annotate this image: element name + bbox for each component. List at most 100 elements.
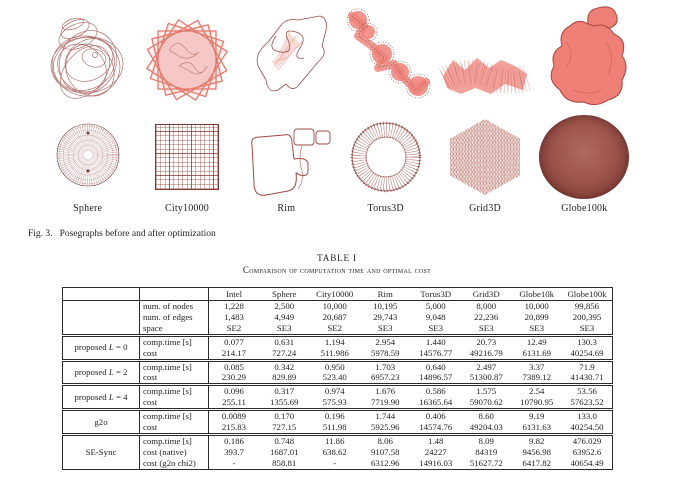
value-cell: 214.17 <box>221 347 247 358</box>
value-cell: 523.40 <box>322 372 347 383</box>
figure-column-sphere: Sphere <box>38 2 137 214</box>
method-label: g2o <box>62 408 140 435</box>
value-cell: 7719.90 <box>370 397 400 408</box>
value-cell: 6312.96 <box>370 457 400 468</box>
value-cell: 5,000 <box>425 301 446 311</box>
value-cell: 9.82 <box>511 432 562 447</box>
torus3d-optimized-graph <box>350 121 421 193</box>
method-label: proposed L = 0 <box>62 333 140 361</box>
city10000-initial-graph <box>145 18 228 102</box>
value-cell: 1687.01 <box>269 446 299 457</box>
value-cell: 200,395 <box>572 311 602 322</box>
value-cell: 0.085 <box>208 358 259 373</box>
table-subtitle: Comparison of computation time and optim… <box>242 265 432 275</box>
grid3d-optimized-figure <box>437 114 533 200</box>
row-label: cost <box>139 372 209 385</box>
value-cell: 255.11 <box>222 397 246 408</box>
value-cell: 14896.57 <box>419 372 453 383</box>
grid3d-initial-figure <box>437 2 533 114</box>
value-cell: 2,500 <box>274 301 295 311</box>
row-label: cost (native) <box>139 446 209 458</box>
figure-column-torus3d: Torus3D <box>336 2 435 214</box>
value-cell: - <box>232 457 236 468</box>
value-cell: 1.440 <box>410 333 461 348</box>
value-cell: 7389.12 <box>522 372 552 383</box>
value-cell: 575.93 <box>322 397 347 408</box>
value-cell: 8,000 <box>476 301 497 311</box>
value-cell: 12.49 <box>511 333 562 348</box>
value-cell: 0.096 <box>208 383 259 398</box>
value-cell: 511.986 <box>320 347 349 358</box>
value-cell: 1,483 <box>224 311 244 322</box>
value-cell: 0.170 <box>259 408 310 423</box>
row-label: num. of edges <box>139 311 209 323</box>
value-cell: 0.406 <box>410 408 461 423</box>
globe100k-initial-figure <box>536 2 632 114</box>
rim-optimized-graph <box>251 128 331 196</box>
figure-column-city10000: City10000 <box>137 2 236 214</box>
value-cell: 10,195 <box>373 301 398 311</box>
method-label: SE-Sync <box>62 432 140 470</box>
value-cell: 10,000 <box>524 301 549 311</box>
value-cell: SE3 <box>428 322 444 333</box>
value-cell: 40254.50 <box>570 422 604 433</box>
value-cell: 24227 <box>424 446 447 457</box>
value-cell: 99,856 <box>574 301 600 311</box>
row-label: cost <box>139 422 209 435</box>
value-cell: 6131.69 <box>522 347 552 358</box>
dataset-column-header: City10000 <box>309 287 360 301</box>
value-cell: 230.29 <box>221 372 247 383</box>
value-cell: 1.676 <box>360 383 411 398</box>
rim-initial-graph <box>257 15 328 92</box>
value-cell: 1.575 <box>461 383 512 398</box>
value-cell: 11.86 <box>309 432 360 447</box>
figure-label-rim: Rim <box>277 203 296 214</box>
value-cell: SE2 <box>226 322 242 333</box>
value-cell: 59070.62 <box>469 397 503 408</box>
value-cell: 2.54 <box>511 383 562 398</box>
value-cell: 0.342 <box>259 358 310 373</box>
value-cell: 1.48 <box>410 432 461 447</box>
value-cell: 5978.59 <box>370 347 400 358</box>
value-cell: 8.06 <box>360 432 411 447</box>
value-cell: 638.62 <box>322 446 347 457</box>
value-cell: 0.748 <box>259 432 310 447</box>
value-cell: 1355.69 <box>269 397 299 408</box>
value-cell: 1.703 <box>360 358 411 373</box>
value-cell: 20,899 <box>524 311 549 322</box>
value-cell: 8.09 <box>461 432 512 447</box>
city10000-optimized-graph <box>154 124 219 190</box>
value-cell: 0.196 <box>309 408 360 423</box>
value-cell: 6131.63 <box>522 422 552 433</box>
row-label: cost <box>139 347 209 361</box>
value-cell: 829.89 <box>272 372 297 383</box>
value-cell: 40254.69 <box>570 347 604 358</box>
value-cell: 71.9 <box>562 358 613 373</box>
value-cell: 10,000 <box>322 301 347 311</box>
dataset-column-header: Globe10k <box>511 287 562 301</box>
value-cell: 84319 <box>475 446 498 457</box>
info-group-cell <box>62 300 140 336</box>
dataset-column-header: Rim <box>360 287 411 301</box>
dataset-column-header: Torus3D <box>410 287 461 301</box>
value-cell: 49204.03 <box>469 422 503 433</box>
value-cell: 858.81 <box>272 457 297 468</box>
value-cell: 0.0089 <box>208 408 259 423</box>
value-cell: 14574.76 <box>419 422 453 433</box>
corner-cell <box>62 287 140 301</box>
value-cell: 511.98 <box>322 422 347 433</box>
value-cell: 215.83 <box>221 422 247 433</box>
rim-initial-figure <box>238 2 334 114</box>
value-cell: SE3 <box>478 322 494 333</box>
globe100k-initial-graph <box>550 6 627 106</box>
method-label: proposed L = 2 <box>62 358 140 385</box>
figure-label-globe100k: Globe100k <box>561 203 608 214</box>
globe100k-optimized-figure <box>536 114 632 200</box>
row-label: space <box>139 322 209 336</box>
value-cell: 476.029 <box>562 432 613 447</box>
value-cell: 16365.64 <box>419 397 453 408</box>
value-cell: 727.15 <box>272 422 297 433</box>
value-cell: 40654.49 <box>570 457 604 468</box>
row-label: comp.time [s] <box>139 333 209 348</box>
row-label: comp.time [s] <box>139 408 209 423</box>
